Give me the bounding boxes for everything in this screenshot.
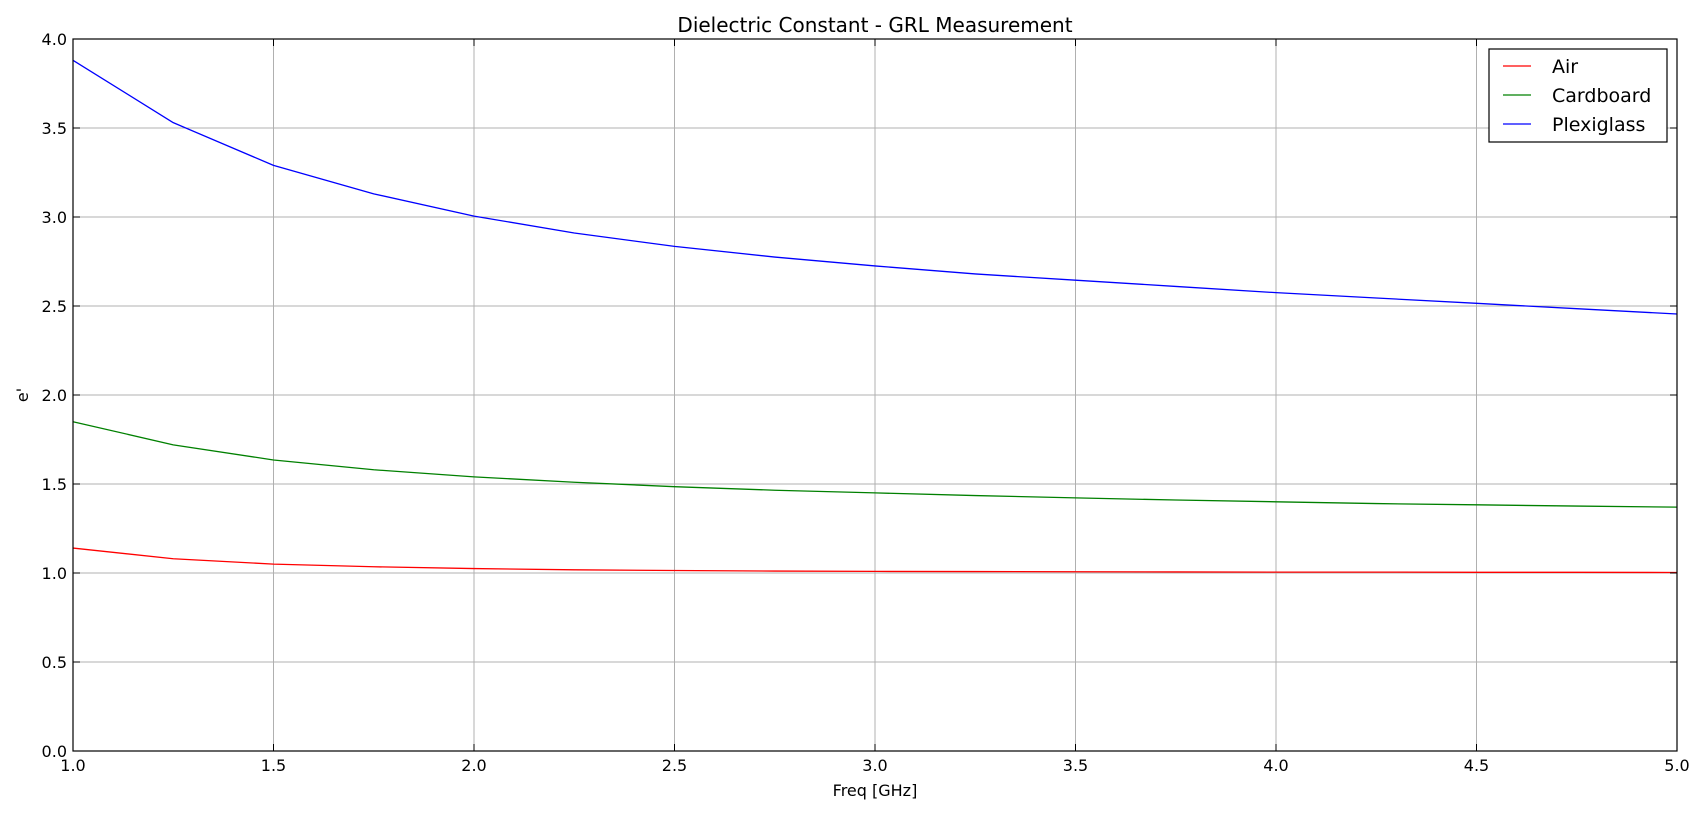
y-tick-label: 0.0 — [42, 742, 67, 761]
x-tick-label: 3.0 — [862, 756, 887, 775]
x-tick-labels: 1.0 1.5 2.0 2.5 3.0 3.5 4.0 4.5 5.0 — [60, 756, 1689, 775]
y-tick-label: 4.0 — [42, 30, 67, 49]
y-tick-labels: 0.0 0.5 1.0 1.5 2.0 2.5 3.0 3.5 4.0 — [42, 30, 67, 761]
x-tick-label: 1.5 — [261, 756, 286, 775]
legend-entries: Air Cardboard Plexiglass — [1503, 56, 1651, 136]
y-tick-label: 2.0 — [42, 386, 67, 405]
y-tick-label: 3.5 — [42, 119, 67, 138]
y-tick-label: 1.5 — [42, 475, 67, 494]
legend: Air Cardboard Plexiglass — [1488, 48, 1668, 143]
series-lines — [72, 59, 1678, 574]
x-tick-label: 4.0 — [1263, 756, 1288, 775]
x-axis-label: Freq [GHz] — [833, 781, 918, 800]
series-line-air — [72, 547, 1678, 574]
y-tick-label: 2.5 — [42, 297, 67, 316]
x-tick-label: 2.0 — [461, 756, 486, 775]
x-tick-label: 3.5 — [1063, 756, 1088, 775]
series-line-plexiglass — [72, 59, 1678, 315]
legend-label-cardboard: Cardboard — [1552, 85, 1651, 107]
x-tick-label: 2.5 — [662, 756, 687, 775]
y-tick-label: 0.5 — [42, 653, 67, 672]
ticks — [72, 38, 1678, 752]
y-axis-label: e' — [13, 388, 32, 402]
legend-label-air: Air — [1552, 56, 1578, 78]
x-tick-label: 5.0 — [1664, 756, 1689, 775]
y-tick-label: 1.0 — [42, 564, 67, 583]
x-tick-label: 4.5 — [1464, 756, 1489, 775]
x-tick-label: 1.0 — [60, 756, 85, 775]
y-tick-label: 3.0 — [42, 208, 67, 227]
chart-title: Dielectric Constant - GRL Measurement — [677, 13, 1072, 37]
series-line-cardboard — [72, 421, 1678, 508]
legend-label-plexiglass: Plexiglass — [1552, 114, 1645, 136]
